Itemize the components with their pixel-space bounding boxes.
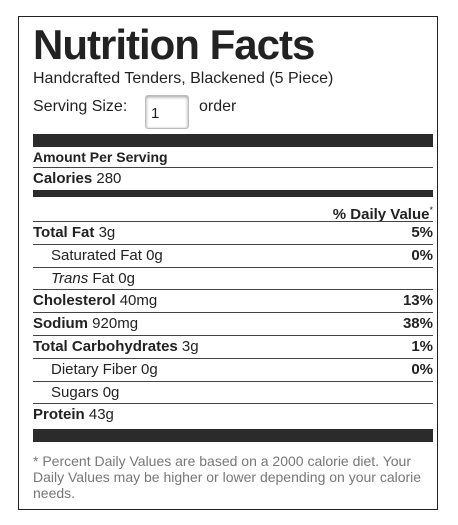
nutrition-label: Nutrition Facts Handcrafted Tenders, Bla… [18,16,438,510]
daily-value: 0% [411,360,433,378]
rule [33,312,433,314]
rule [33,243,433,245]
dv-header-text: % Daily Value* [333,199,433,226]
nutrient-row: Protein 43g [33,404,433,427]
nutrient-label: Sugars [51,383,99,401]
serving-input[interactable]: 1 [145,95,189,129]
nutrient-row: Cholesterol 40mg 13% [33,290,433,313]
nutrient-row: Total Carbohydrates 3g 1% [33,336,433,359]
nutrient-label: Dietary Fiber [51,360,137,378]
nutrient-amount: 0g [102,383,120,401]
nutrient-label: Fat [92,269,115,287]
nutrient-amount: 40mg [119,292,158,310]
calories-row: Calories 280 [33,168,433,191]
dv-header-mark: * [429,205,433,215]
subtitle: Handcrafted Tenders, Blackened (5 Piece) [33,70,334,87]
nutrient-row: Saturated Fat 0g 0% [33,245,433,268]
nutrient-row: Sodium 920mg 38% [33,313,433,336]
rule [33,289,433,291]
thick-bar [33,134,433,147]
nutrient-amount: 0g [146,246,163,264]
rule [33,403,433,405]
calories-label: Calories [33,170,93,187]
dv-header-label: % Daily Value [332,206,430,223]
rule [33,221,433,222]
nutrient-label-italic: Trans [51,269,89,287]
nutrient-label: Total Fat [33,224,95,241]
daily-value: 13% [402,292,433,310]
nutrient-amount: 0g [118,269,135,287]
nutrient-amount: 0g [141,360,158,378]
title: Nutrition Facts [33,21,315,68]
nutrient-label: Cholesterol [33,292,116,310]
thick-bar [33,429,433,442]
nutrient-label: Sodium [33,315,88,333]
nutrient-label: Total Carbohydrates [33,338,178,355]
serving-unit: order [199,98,237,115]
medium-bar [33,190,433,197]
rule [33,266,433,268]
daily-value: 0% [411,246,433,264]
calories-value: 280 [96,170,122,187]
nutrient-amount: 43g [88,406,114,424]
nutrient-amount: 3g [98,224,116,241]
nutrient-row: Trans Fat 0g [33,268,433,291]
daily-value: 5% [411,224,433,241]
amount-per-serving: Amount Per Serving [33,149,168,165]
nutrient-row: Dietary Fiber 0g 0% [33,359,433,382]
nutrient-row: Sugars 0g [33,382,433,405]
rule [33,380,433,382]
daily-value: 38% [402,315,433,333]
nutrient-amount: 3g [181,338,199,355]
dv-header: % Daily Value* [33,199,433,223]
nutrient-label: Protein [33,406,85,424]
footnote: * Percent Daily Values are based on a 20… [33,453,422,501]
nutrient-amount: 920mg [92,315,139,333]
rule [33,357,433,359]
daily-value: 1% [411,338,433,355]
nutrient-label: Saturated Fat [51,246,142,264]
nutrient-row: Total Fat 3g 5% [33,222,433,245]
rule [33,335,433,336]
serving-label: Serving Size: [33,98,128,115]
rule [33,167,433,168]
